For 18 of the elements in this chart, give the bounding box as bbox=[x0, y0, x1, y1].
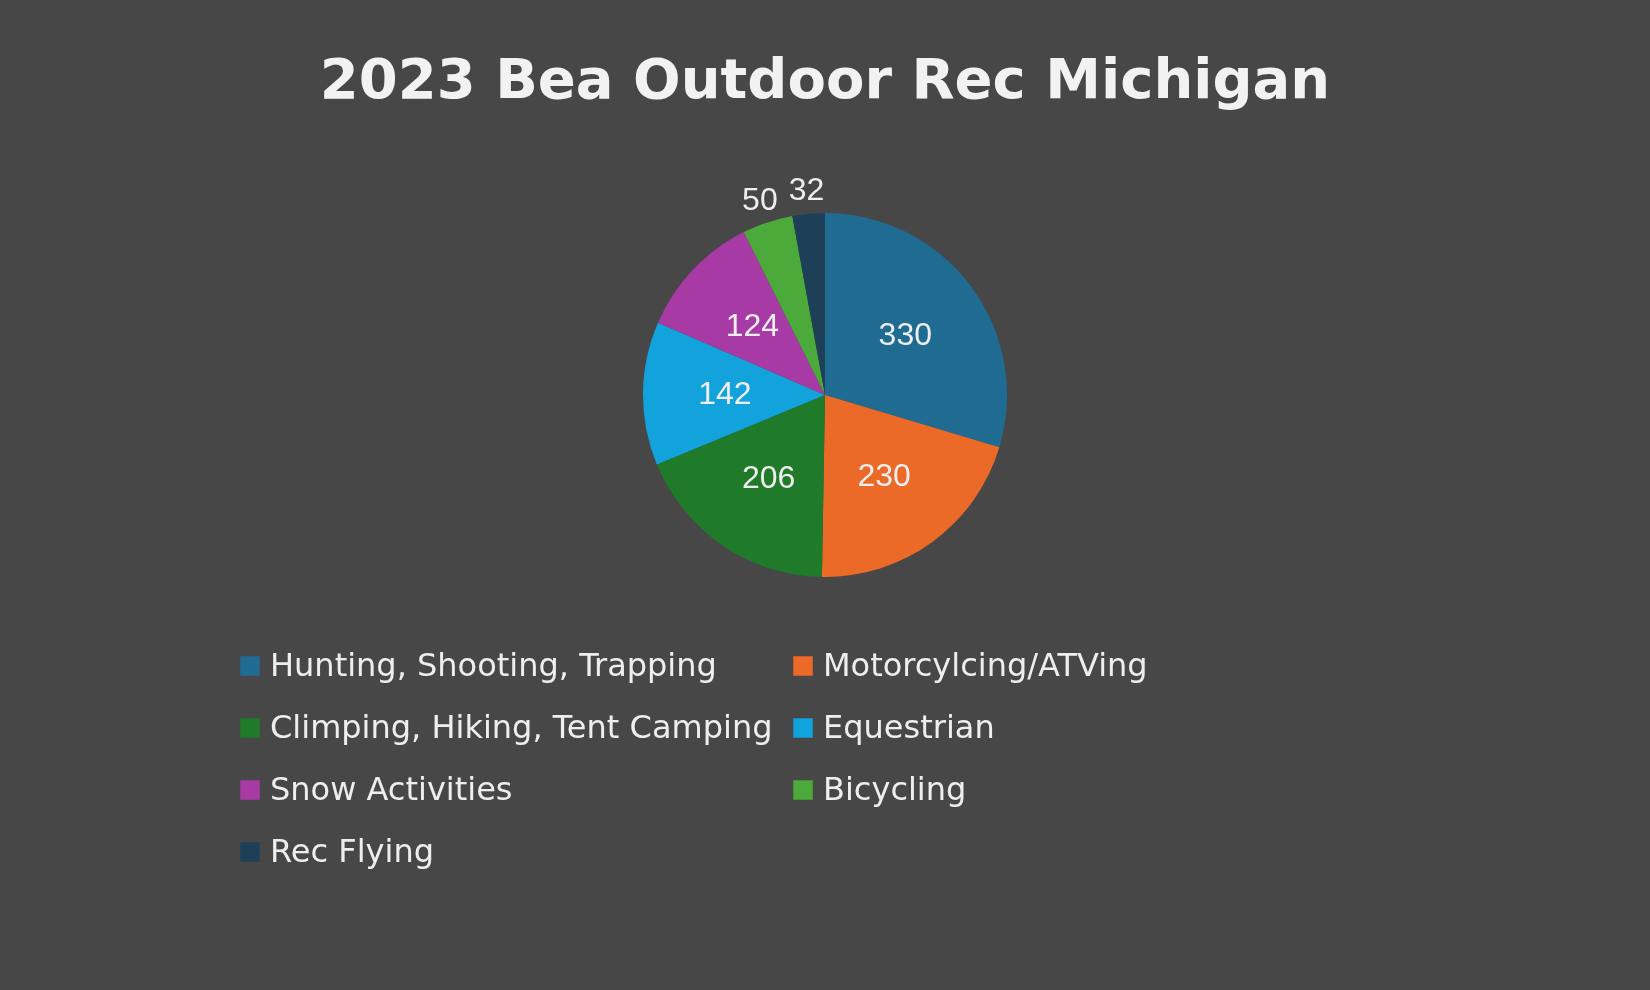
data-label: 206 bbox=[741, 458, 796, 495]
legend-label: Motorcylcing/ATVing bbox=[823, 646, 1148, 684]
chart-title: 2023 Bea Outdoor Rec Michigan bbox=[319, 46, 1331, 111]
legend-label: Bicycling bbox=[823, 770, 967, 808]
legend-label: Hunting, Shooting, Trapping bbox=[270, 646, 717, 684]
data-label: 330 bbox=[878, 316, 932, 353]
data-label: 124 bbox=[725, 307, 780, 344]
data-label: 142 bbox=[698, 375, 752, 412]
pie-slice bbox=[821, 395, 1000, 577]
legend-label: Rec Flying bbox=[270, 832, 434, 870]
legend-label: Climping, Hiking, Tent Camping bbox=[270, 708, 773, 746]
legend-label: Snow Activities bbox=[270, 770, 513, 808]
pie-slice bbox=[792, 213, 825, 395]
legend-label: Equestrian bbox=[823, 708, 995, 746]
data-label: 230 bbox=[857, 456, 911, 493]
pie-slice bbox=[825, 213, 1007, 448]
data-label: 50 bbox=[742, 180, 778, 217]
data-label: 32 bbox=[788, 170, 825, 207]
